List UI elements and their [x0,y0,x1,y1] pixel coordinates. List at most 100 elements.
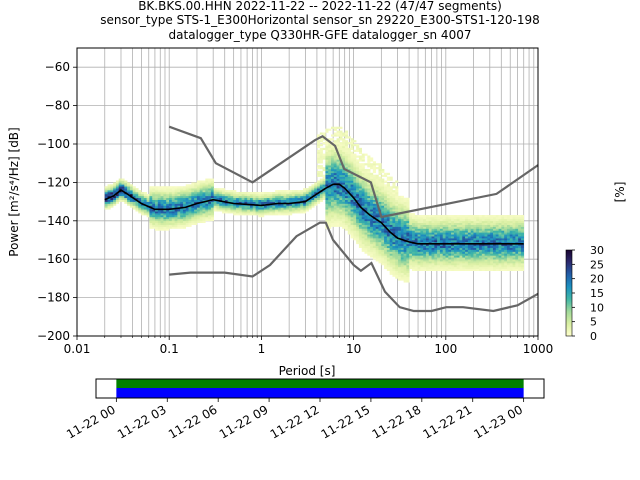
histogram-cell [490,257,494,260]
histogram-cell [233,205,237,208]
histogram-cell [333,159,337,162]
histogram-cell [439,215,444,218]
histogram-cell [280,211,284,214]
histogram-cell [451,266,455,270]
histogram-cell [353,161,357,164]
histogram-cell [347,161,351,164]
histogram-cell [328,201,332,204]
y-tick-label: −200 [37,329,70,343]
histogram-cell [442,253,446,256]
histogram-cell [143,192,147,195]
histogram-cell [389,236,393,239]
histogram-cell [520,228,525,231]
histogram-cell [384,172,388,176]
histogram-cell [300,197,304,200]
histogram-cell [411,230,416,233]
histogram-cell [403,249,407,252]
histogram-cell [470,255,474,258]
histogram-cell [182,201,187,204]
histogram-cell [417,238,421,241]
histogram-cell [339,186,343,189]
histogram-cell [512,261,516,264]
histogram-cell [518,222,522,225]
histogram-cell [252,209,256,212]
histogram-cell [386,226,390,229]
histogram-cell [520,266,525,270]
histogram-cell [370,226,374,229]
histogram-cell [406,266,410,270]
histogram-cell [155,197,159,200]
histogram-cell [353,220,357,224]
histogram-cell [451,238,455,241]
histogram-cell [456,263,460,266]
histogram-cell [437,255,441,258]
histogram-cell [199,220,203,224]
histogram-cell [331,161,335,164]
histogram-cell [322,157,326,160]
histogram-cell [124,201,128,204]
histogram-cell [456,222,460,225]
histogram-cell [199,195,203,199]
histogram-cell [492,245,497,248]
histogram-cell [465,249,469,252]
histogram-cell [448,253,452,256]
histogram-cell [110,201,114,204]
histogram-cell [157,213,161,216]
histogram-cell [364,203,368,206]
histogram-cell [286,199,290,202]
histogram-cell [236,211,240,214]
histogram-cell [180,215,184,218]
histogram-cell [462,234,466,237]
histogram-cell [515,257,519,260]
histogram-cell [389,226,393,229]
histogram-cell [322,180,326,183]
histogram-cell [417,264,421,268]
histogram-cell [487,264,491,268]
histogram-cell [520,234,525,237]
histogram-cell [272,207,276,210]
histogram-cell [129,190,133,193]
histogram-cell [434,234,438,237]
histogram-cell [182,190,187,193]
histogram-cell [490,253,494,256]
histogram-cell [515,261,519,264]
histogram-cell [185,216,189,220]
histogram-cell [325,205,329,208]
histogram-cell [361,216,365,220]
histogram-cell [509,261,513,264]
histogram-cell [403,255,407,258]
histogram-cell [509,266,513,270]
histogram-cell [202,197,206,200]
histogram-cell [333,199,337,202]
histogram-cell [174,218,178,222]
histogram-cell [465,245,469,248]
histogram-cell [467,247,471,250]
histogram-cell [291,197,295,200]
histogram-cell [400,255,404,258]
histogram-cell [333,165,337,168]
histogram-cell [428,253,432,256]
histogram-cell [222,188,226,191]
histogram-cell [462,232,466,235]
histogram-cell [451,243,455,247]
histogram-cell [392,268,396,272]
histogram-cell [398,245,402,248]
histogram-cell [506,247,511,250]
histogram-cell [384,188,388,191]
histogram-cell [417,255,421,258]
histogram-cell [386,216,390,220]
histogram-cell [465,215,469,218]
histogram-cell [275,197,279,200]
histogram-cell [451,259,455,262]
histogram-cell [311,192,315,195]
histogram-cell [233,207,237,210]
histogram-cell [325,220,329,224]
histogram-cell [361,218,365,222]
histogram-cell [364,184,368,187]
histogram-cell [322,184,326,187]
histogram-cell [423,251,427,254]
histogram-cell [459,222,463,225]
histogram-cell [398,272,402,275]
histogram-cell [370,197,374,200]
histogram-cell [275,201,279,204]
